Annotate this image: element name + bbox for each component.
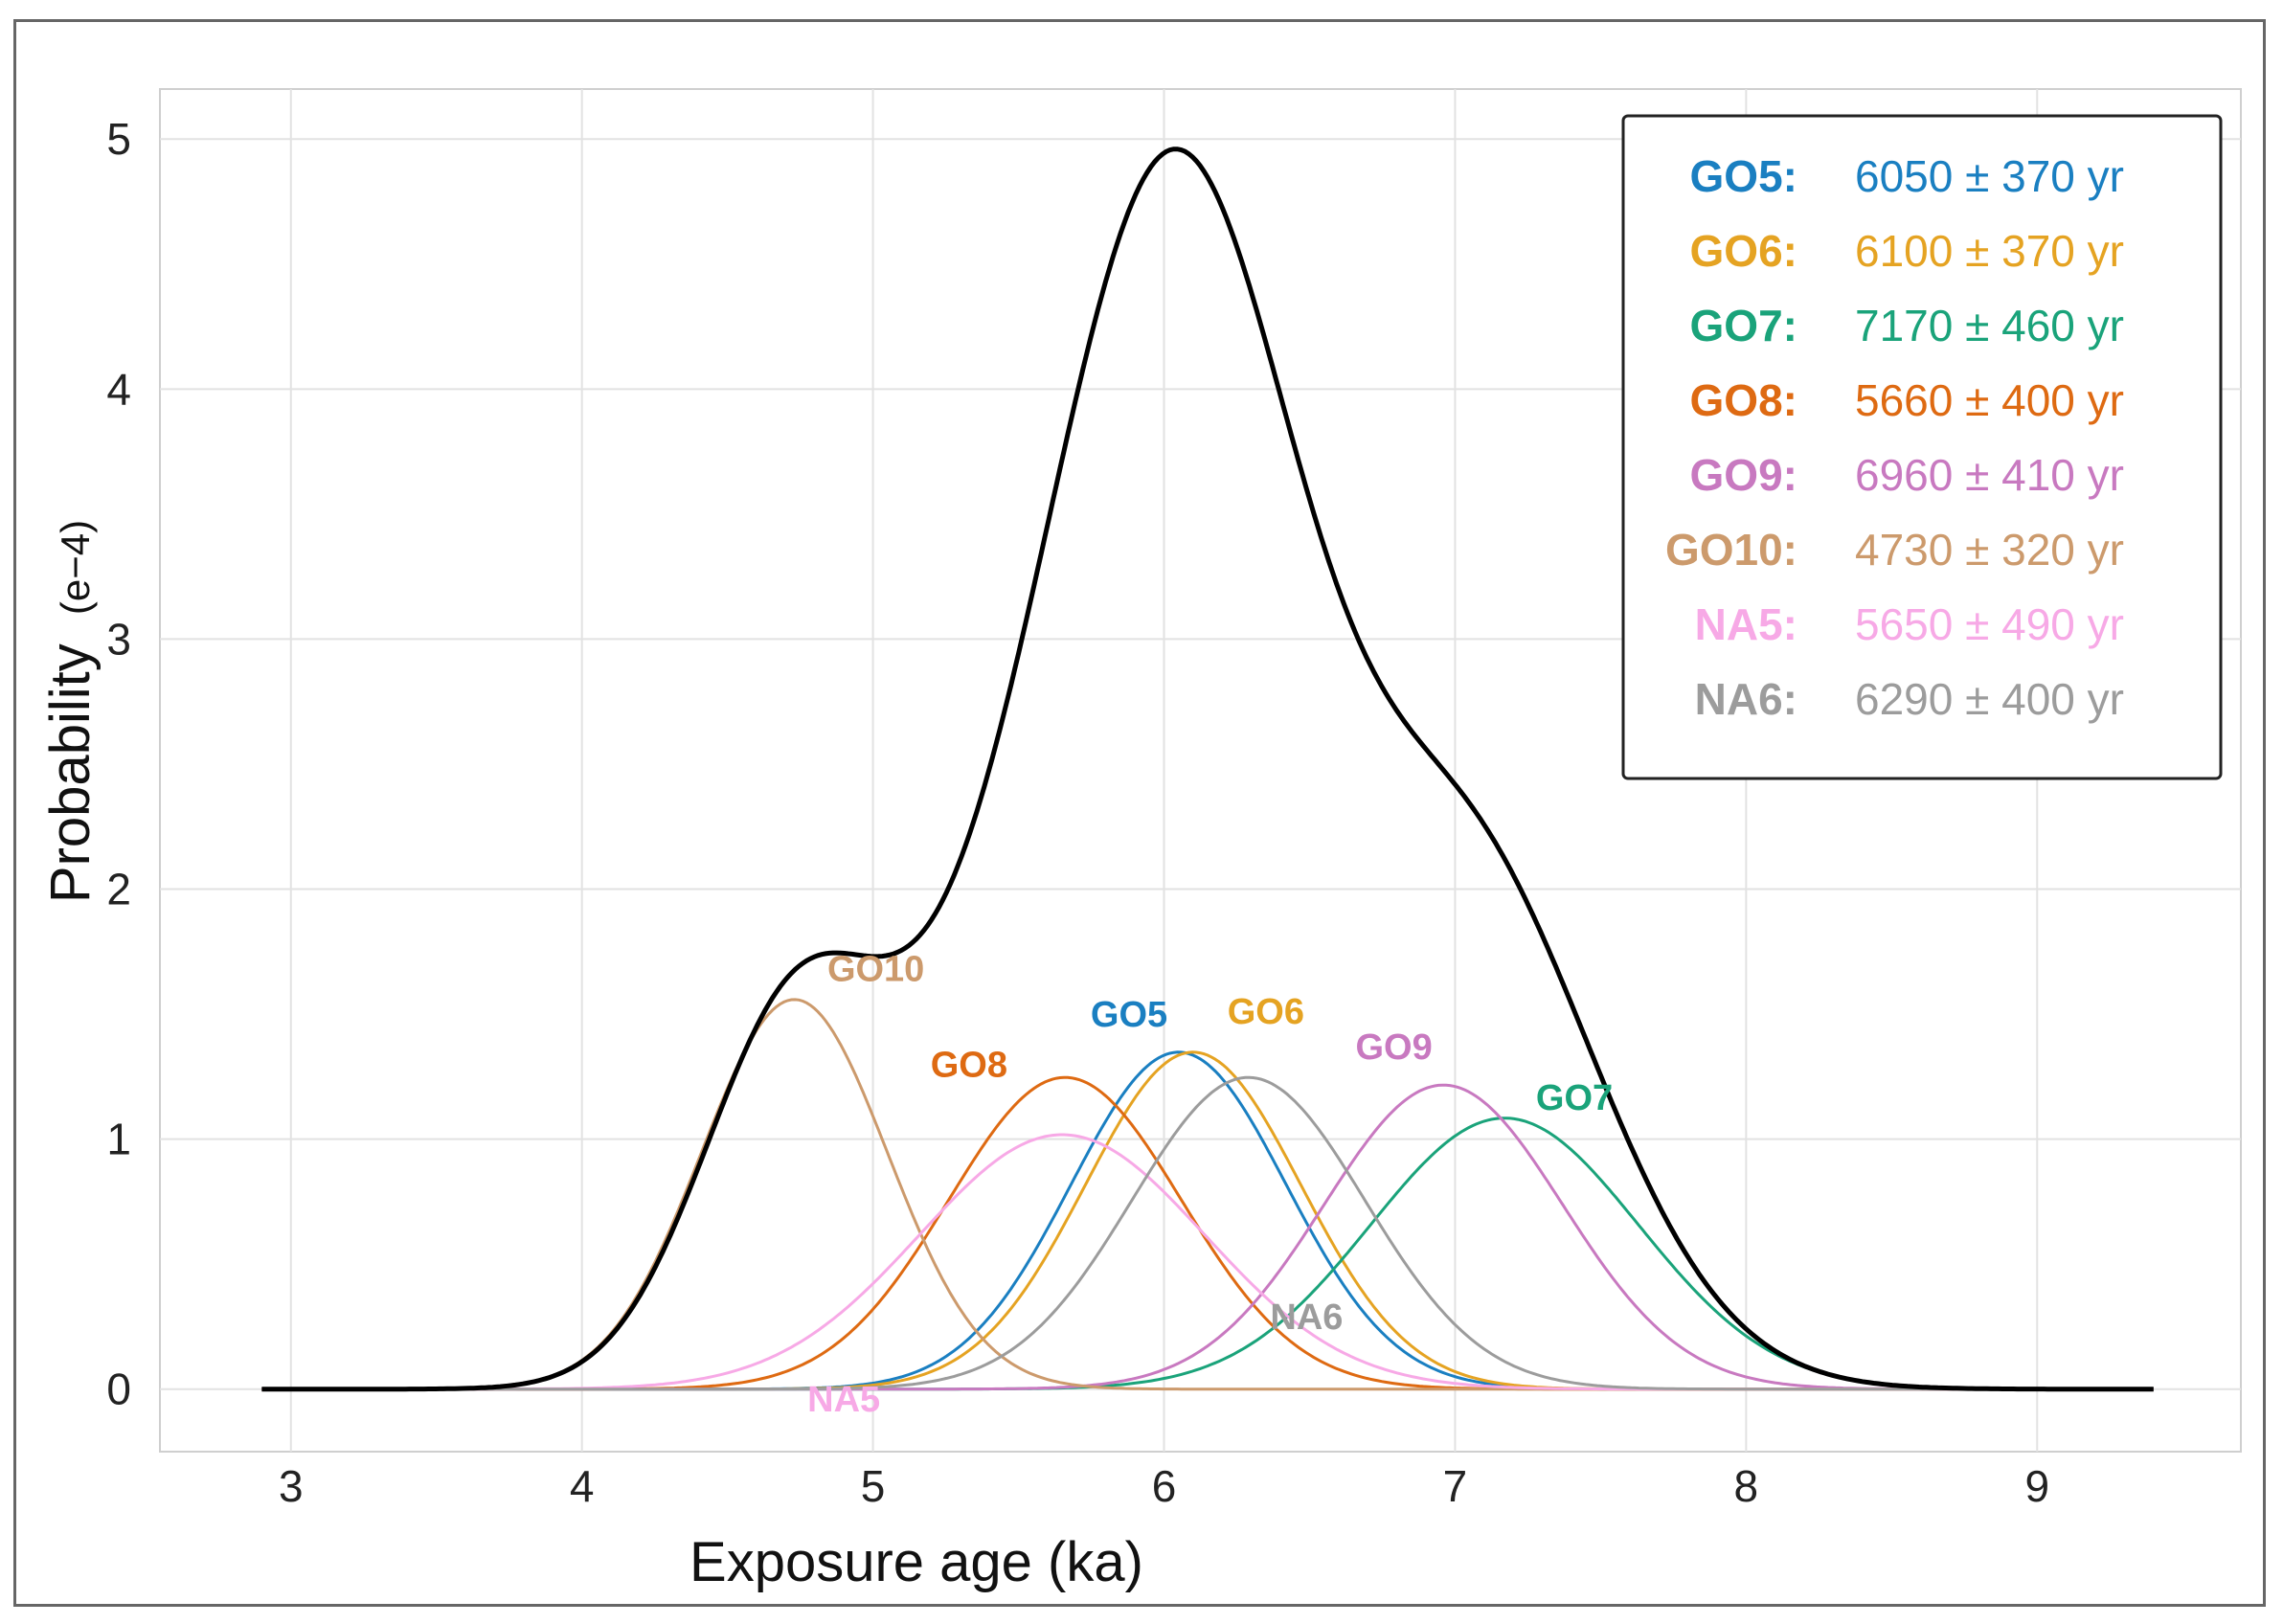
y-tick-label: 3 [106, 614, 131, 664]
y-tick-label: 5 [106, 114, 131, 164]
y-tick-label: 4 [106, 364, 131, 414]
curve-label-go5: GO5 [1091, 995, 1167, 1035]
legend-box [1621, 114, 2223, 780]
y-axis-title-main: Probability [39, 643, 102, 903]
summed-probability-curve [261, 147, 2154, 1392]
y-axis-ticks: 0 1 2 3 4 5 [106, 114, 131, 1414]
legend-name-go9: GO9: [1690, 450, 1797, 500]
summed-probability [261, 147, 2154, 1392]
curve-label-go8: GO8 [931, 1045, 1007, 1085]
x-tick-label: 4 [570, 1461, 595, 1511]
curve-label-na5: NA5 [807, 1380, 880, 1420]
curve-label-go7: GO7 [1536, 1078, 1613, 1118]
legend-name-go5: GO5: [1690, 151, 1797, 201]
legend-name-na5: NA5: [1695, 599, 1797, 649]
figure-frame: GO5 GO6 GO7 GO8 GO9 GO10 NA5 NA6 3 4 5 6 7 8 9 0 1 2 3 4 5… [13, 19, 2266, 1607]
y-axis-title-unit: (e−4) [53, 520, 98, 615]
legend-name-go8: GO8: [1690, 375, 1797, 425]
legend-value-na6: 6290 ± 400 yr [1855, 674, 2124, 724]
grid-lines [160, 89, 2241, 1452]
x-tick-label: 3 [279, 1461, 304, 1511]
legend-value-go6: 6100 ± 370 yr [1855, 226, 2124, 276]
curve-label-go6: GO6 [1228, 992, 1304, 1032]
legend: GO5: 6050 ± 370 yr GO6: 6100 ± 370 yr GO7: 71… [1621, 114, 2223, 780]
exposure-age-chart: GO5 GO6 GO7 GO8 GO9 GO10 NA5 NA6 3 4 5 6 7 8 9 0 1 2 3 4 5… [39, 88, 2242, 1593]
y-tick-label: 0 [106, 1365, 131, 1414]
y-tick-label: 1 [106, 1115, 131, 1164]
legend-value-go9: 6960 ± 410 yr [1855, 450, 2124, 500]
x-axis-title: Exposure age (ka) [689, 1531, 1143, 1593]
curve-label-na6: NA6 [1270, 1297, 1343, 1338]
curve-label-go10: GO10 [827, 950, 924, 990]
y-axis-title: Probability (e−4) [39, 520, 102, 903]
curve-na6 [261, 1075, 2154, 1391]
legend-value-go8: 5660 ± 400 yr [1855, 375, 2124, 425]
legend-value-go10: 4730 ± 320 yr [1855, 525, 2124, 575]
legend-name-go7: GO7: [1690, 301, 1797, 350]
x-tick-label: 5 [861, 1461, 886, 1511]
curve-label-go9: GO9 [1355, 1027, 1432, 1068]
x-tick-label: 7 [1443, 1461, 1468, 1511]
legend-name-go10: GO10: [1665, 525, 1797, 575]
x-axis-ticks: 3 4 5 6 7 8 9 [279, 1461, 2049, 1511]
x-tick-label: 9 [2024, 1461, 2049, 1511]
x-tick-label: 8 [1734, 1461, 1759, 1511]
legend-name-na6: NA6: [1695, 674, 1797, 724]
legend-value-na5: 5650 ± 490 yr [1855, 599, 2124, 649]
y-tick-label: 2 [106, 865, 131, 914]
legend-name-go6: GO6: [1690, 226, 1797, 276]
x-tick-label: 6 [1152, 1461, 1177, 1511]
legend-value-go7: 7170 ± 460 yr [1855, 301, 2124, 350]
curve-labels: GO5 GO6 GO7 GO8 GO9 GO10 NA5 NA6 [807, 950, 1613, 1420]
legend-value-go5: 6050 ± 370 yr [1855, 151, 2124, 201]
